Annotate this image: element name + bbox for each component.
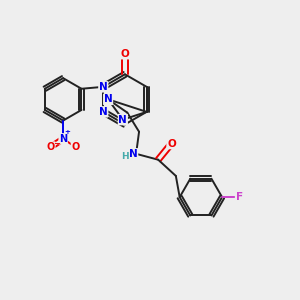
Text: N: N	[99, 107, 108, 117]
Text: H: H	[121, 152, 129, 161]
Text: O: O	[121, 49, 129, 59]
Text: −: −	[53, 139, 60, 148]
Text: O: O	[167, 139, 176, 148]
Text: F: F	[236, 192, 243, 202]
Text: N: N	[99, 82, 108, 92]
Text: N: N	[104, 94, 112, 104]
Text: N: N	[59, 134, 67, 144]
Text: O: O	[71, 142, 80, 152]
Text: O: O	[46, 142, 55, 152]
Text: N: N	[129, 149, 137, 159]
Text: +: +	[64, 129, 70, 135]
Text: N: N	[118, 115, 127, 124]
